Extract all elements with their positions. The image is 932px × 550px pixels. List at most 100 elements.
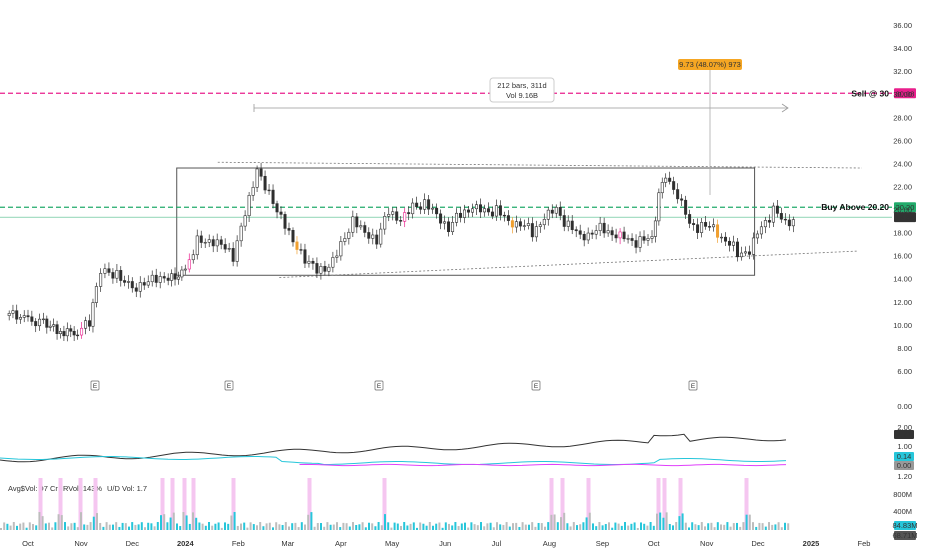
volume-bar xyxy=(710,522,713,530)
volume-bar xyxy=(553,514,556,530)
volume-bar xyxy=(665,512,668,530)
candle-body xyxy=(239,225,243,242)
volume-bar xyxy=(118,526,121,530)
volume-bar xyxy=(204,525,207,530)
range-box xyxy=(176,167,756,276)
candle-body xyxy=(506,215,510,221)
candle-body xyxy=(173,273,177,280)
candle-body xyxy=(538,224,542,227)
upper-trendline xyxy=(217,161,863,169)
time-tick-label: 2025 xyxy=(803,539,820,548)
price-tick-label: 26.00 xyxy=(893,136,912,145)
volume-highlight-band xyxy=(678,478,683,530)
volume-bar xyxy=(297,527,300,530)
time-axis[interactable]: Oct Nov Dec 2024 Feb Mar Apr May Jun Jul Aug Sep Oct… xyxy=(22,539,870,548)
candle-body xyxy=(566,220,570,227)
candle-body xyxy=(735,241,739,258)
lower-trendline xyxy=(279,250,859,278)
volume-bar xyxy=(140,522,143,530)
volume-bar xyxy=(451,525,454,530)
earnings-marker xyxy=(688,380,698,391)
candle-body xyxy=(716,224,720,238)
candle-body xyxy=(375,234,379,245)
volume-bar xyxy=(662,517,665,530)
volume-bar xyxy=(732,523,735,530)
volume-bar xyxy=(224,522,226,530)
candle-body xyxy=(235,240,239,262)
volume-bar xyxy=(528,524,530,530)
volume-bar xyxy=(102,526,105,530)
volume-bar xyxy=(355,525,358,530)
candle-body xyxy=(498,205,502,216)
candle-body xyxy=(657,192,661,222)
candle-body xyxy=(138,282,142,292)
volume-bar xyxy=(390,527,393,530)
candle-body xyxy=(435,207,439,215)
candle-body xyxy=(743,251,747,254)
volume-bar xyxy=(105,522,108,530)
candle-body xyxy=(84,320,88,329)
volume-bar xyxy=(374,526,377,530)
candle-body xyxy=(712,224,716,228)
candle-body xyxy=(103,268,107,274)
volume-highlight-band xyxy=(93,478,98,530)
candle-body xyxy=(91,302,95,327)
volume-bar xyxy=(361,522,364,530)
candle-body xyxy=(653,220,657,237)
volume-bar xyxy=(160,515,162,530)
candle-body xyxy=(335,255,339,258)
candle-body xyxy=(339,241,343,257)
candle-body xyxy=(502,214,506,217)
price-axis[interactable]: 36.00 34.00 32.00 30.00 28.00 26.00 24.00 22.00… xyxy=(893,21,912,376)
candle-body xyxy=(692,223,696,226)
candle-body xyxy=(546,209,550,220)
candle-body xyxy=(618,231,622,239)
volume-bar xyxy=(236,525,239,530)
volume-bar xyxy=(352,522,354,530)
volume-bar xyxy=(198,522,201,530)
candle-body xyxy=(574,229,578,232)
indicator-tick: 0.00 xyxy=(897,402,912,411)
volume-bar xyxy=(249,522,252,530)
volume-highlight-band xyxy=(549,478,554,530)
candle-body xyxy=(763,220,767,228)
candle-body xyxy=(295,241,299,250)
volume-bar xyxy=(425,525,428,530)
candle-body xyxy=(783,218,787,221)
volume-value-text: 68.71M xyxy=(892,531,917,540)
volume-bar xyxy=(188,523,191,530)
volume-bar xyxy=(166,522,169,530)
volume-bar xyxy=(656,513,658,530)
volume-bar xyxy=(137,524,140,530)
volume-value-tag xyxy=(894,531,916,540)
volume-avg-label: Avg$Vol: 97 Cr xyxy=(8,484,58,493)
last-price-tag xyxy=(894,212,916,223)
candle-body xyxy=(76,334,80,337)
volume-bar xyxy=(393,522,396,530)
candle-body xyxy=(45,318,49,328)
volume-bar xyxy=(6,523,9,530)
volume-bar xyxy=(700,522,703,530)
candle-body xyxy=(259,168,263,177)
volume-bar xyxy=(201,523,204,530)
volume-rvol-label: RVol: 143% xyxy=(63,484,102,493)
volume-bar xyxy=(643,523,646,530)
level-label: Buy Above 20.20 xyxy=(821,202,889,212)
volume-bar xyxy=(540,523,543,530)
volume-bar xyxy=(342,522,345,530)
volume-bar xyxy=(172,512,175,530)
volume-bar xyxy=(54,522,57,530)
candle-body xyxy=(550,209,554,214)
volume-bar xyxy=(649,522,652,530)
volume-bar xyxy=(156,522,159,530)
candle-body xyxy=(154,274,158,283)
price-tick-label: 30.00 xyxy=(893,90,912,99)
candle-body xyxy=(534,226,538,238)
volume-bar xyxy=(483,526,486,530)
volume-bar xyxy=(134,524,137,530)
volume-highlight-band xyxy=(78,478,83,530)
candle-body xyxy=(367,232,371,239)
candle-body xyxy=(255,168,259,188)
candle-body xyxy=(558,207,562,216)
